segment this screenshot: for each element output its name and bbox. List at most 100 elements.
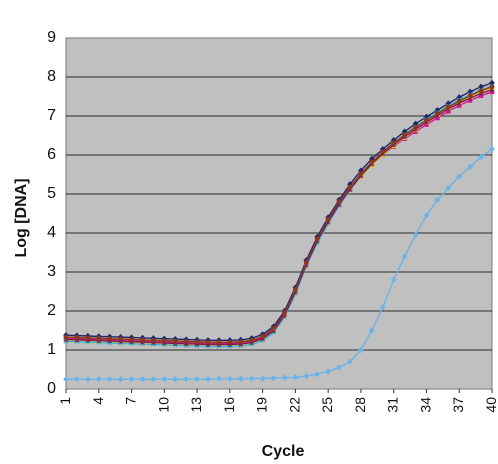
data-point (194, 339, 200, 345)
y-axis-title: Log [DNA] (13, 178, 30, 257)
data-point (456, 173, 463, 180)
data-point (226, 375, 233, 382)
data-point (325, 368, 332, 375)
series-line (65, 82, 493, 341)
data-point (118, 336, 124, 342)
data-point (161, 338, 167, 344)
data-point (358, 346, 364, 354)
x-tick-label: 16 (221, 397, 237, 413)
series-7 (63, 146, 495, 383)
data-point (303, 259, 309, 265)
data-point (183, 376, 190, 383)
y-tick-label: 6 (47, 146, 56, 163)
x-tick-label: 7 (123, 397, 139, 405)
data-point (205, 339, 211, 345)
data-point (107, 336, 113, 342)
y-tick-label: 3 (47, 263, 56, 280)
data-point (248, 375, 255, 382)
data-point (237, 375, 244, 382)
data-point (478, 153, 484, 161)
x-tick-label: 4 (90, 397, 106, 405)
data-point (117, 376, 124, 383)
data-point (424, 117, 429, 123)
data-point (402, 132, 408, 138)
data-point (292, 287, 298, 292)
data-point (412, 231, 419, 239)
y-tick-label: 0 (47, 380, 56, 397)
data-point (74, 335, 80, 340)
x-tick-label: 10 (155, 397, 171, 413)
y-tick-label: 4 (47, 224, 56, 241)
data-point (325, 216, 331, 222)
data-point (369, 159, 375, 165)
data-point (270, 374, 277, 382)
data-point (368, 327, 375, 334)
data-point (434, 196, 441, 203)
data-point (85, 335, 91, 341)
x-tick-label: 19 (254, 397, 270, 413)
series-line (66, 148, 493, 380)
data-point (150, 337, 156, 343)
data-point (380, 149, 386, 155)
data-point (314, 236, 320, 242)
data-point (281, 374, 288, 381)
data-point (489, 146, 495, 153)
series-line (65, 86, 493, 343)
x-tick-labels: 1 4 7 10 13 16 19 22 25 28 31 34 37 40 (57, 389, 498, 413)
data-point (347, 184, 353, 190)
data-point (282, 310, 287, 316)
data-point (379, 303, 386, 311)
series-group (62, 79, 496, 383)
data-point (358, 171, 364, 177)
data-point (63, 334, 69, 340)
data-point (128, 376, 135, 383)
x-tick-label: 13 (188, 397, 204, 413)
y-tick-label: 7 (47, 107, 56, 124)
data-point (194, 376, 200, 383)
y-tick-label: 9 (47, 29, 56, 46)
data-point (63, 376, 69, 383)
data-point (478, 88, 484, 94)
y-tick-label: 5 (47, 185, 56, 202)
y-tick-labels: 0 1 2 3 4 5 6 7 8 9 (47, 29, 56, 397)
data-point (292, 374, 299, 381)
plot-area (65, 37, 493, 390)
data-point (74, 376, 80, 383)
data-point (336, 199, 342, 205)
x-tick-label: 34 (417, 397, 433, 413)
y-tick-label: 2 (47, 302, 56, 319)
data-point (467, 93, 473, 99)
data-point (183, 339, 189, 344)
data-point (139, 376, 146, 383)
data-point (84, 376, 91, 383)
x-tick-label: 28 (352, 397, 368, 413)
data-point (259, 375, 266, 382)
data-point (140, 337, 145, 343)
y-tick-label: 1 (47, 341, 56, 358)
x-tick-label: 1 (57, 397, 73, 405)
data-point (347, 358, 353, 365)
data-point (489, 84, 495, 90)
data-point (150, 376, 157, 383)
data-point (96, 335, 102, 341)
x-tick-label: 31 (385, 397, 401, 413)
x-tick-label: 37 (450, 397, 466, 413)
x-tick-label: 25 (319, 397, 335, 413)
data-point (336, 364, 342, 371)
y-tick-label: 8 (47, 68, 56, 85)
data-point (445, 104, 451, 110)
data-point (249, 337, 255, 343)
data-point (227, 339, 233, 345)
data-point (401, 253, 408, 260)
data-point (260, 333, 266, 339)
data-point (161, 376, 168, 383)
data-point (423, 212, 430, 219)
data-point (391, 140, 397, 146)
data-point (216, 375, 222, 382)
data-point (271, 326, 276, 331)
data-point (129, 337, 134, 342)
x-axis-title: Cycle (262, 443, 305, 460)
data-point (106, 376, 113, 383)
data-point (216, 339, 222, 345)
gridlines (66, 76, 492, 351)
